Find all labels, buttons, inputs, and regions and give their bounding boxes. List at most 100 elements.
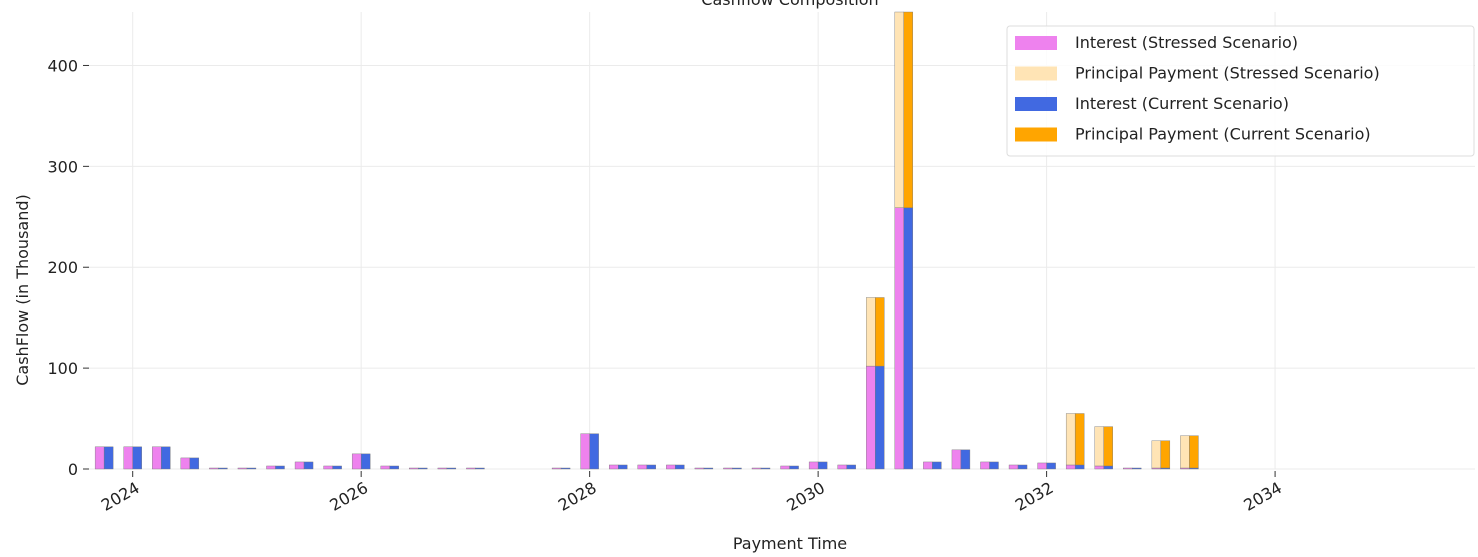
bar bbox=[551, 467, 562, 470]
bar bbox=[294, 461, 305, 470]
bar bbox=[837, 464, 847, 470]
bar bbox=[609, 464, 619, 470]
bar bbox=[189, 457, 200, 470]
bar bbox=[666, 464, 676, 470]
bar bbox=[360, 453, 371, 470]
bar bbox=[932, 461, 942, 470]
bar bbox=[960, 449, 971, 470]
y-tick-label: 200 bbox=[47, 258, 78, 277]
bar bbox=[1151, 440, 1162, 469]
bar bbox=[1103, 426, 1113, 467]
bar bbox=[894, 11, 905, 208]
chart-title: Cashflow Composition bbox=[701, 0, 878, 9]
legend-frame bbox=[1006, 25, 1475, 157]
bar bbox=[846, 464, 856, 470]
bar bbox=[780, 465, 790, 470]
bar bbox=[303, 461, 314, 470]
y-tick-label: 0 bbox=[68, 460, 78, 479]
y-tick-label: 400 bbox=[47, 56, 78, 75]
bar bbox=[409, 467, 419, 470]
bar bbox=[1017, 464, 1028, 470]
bar bbox=[152, 446, 162, 470]
bar bbox=[380, 465, 390, 470]
legend-label: Interest (Current Scenario) bbox=[1075, 94, 1289, 113]
bar bbox=[951, 449, 962, 470]
bar bbox=[132, 446, 142, 470]
bar bbox=[1008, 464, 1019, 470]
bar bbox=[980, 461, 990, 470]
legend-swatch bbox=[1015, 36, 1057, 50]
bar bbox=[266, 465, 276, 470]
bar bbox=[789, 465, 799, 470]
bar bbox=[332, 465, 342, 470]
legend: Interest (Stressed Scenario) Principal Pa… bbox=[1006, 25, 1475, 157]
bar bbox=[646, 464, 656, 470]
y-tick-label: 100 bbox=[47, 359, 78, 378]
bar bbox=[808, 461, 819, 470]
y-axis-label: CashFlow (in Thousand) bbox=[13, 194, 32, 386]
bar bbox=[903, 11, 914, 208]
bar bbox=[817, 461, 828, 470]
bar bbox=[246, 467, 257, 470]
x-tick-label: 2028 bbox=[555, 478, 600, 515]
bar bbox=[703, 467, 714, 470]
bar bbox=[923, 461, 933, 470]
bar bbox=[875, 365, 885, 470]
legend-swatch bbox=[1015, 97, 1057, 111]
bar bbox=[1189, 435, 1199, 469]
y-tick-label: 300 bbox=[47, 157, 78, 176]
bar bbox=[560, 467, 571, 470]
bar bbox=[1180, 435, 1190, 469]
bar bbox=[161, 446, 171, 470]
bar bbox=[1094, 426, 1104, 467]
bar bbox=[760, 467, 771, 470]
bar bbox=[1065, 464, 1076, 470]
bar bbox=[103, 446, 114, 470]
bar bbox=[1074, 464, 1085, 470]
bar bbox=[580, 433, 590, 470]
legend-label: Principal Payment (Current Scenario) bbox=[1075, 125, 1371, 144]
bar bbox=[903, 207, 914, 470]
bar bbox=[589, 433, 599, 470]
legend-swatch bbox=[1015, 127, 1057, 142]
bar bbox=[875, 297, 885, 367]
bar bbox=[866, 365, 876, 470]
bar bbox=[237, 467, 248, 470]
x-tick-label: 2030 bbox=[783, 478, 828, 515]
bar bbox=[180, 457, 191, 470]
bar bbox=[209, 467, 219, 470]
bar bbox=[437, 467, 448, 470]
bar bbox=[723, 467, 733, 470]
bar bbox=[866, 297, 876, 367]
bar bbox=[389, 465, 399, 470]
bar bbox=[446, 467, 457, 470]
x-tick-label: 2034 bbox=[1240, 478, 1285, 515]
bar bbox=[1037, 462, 1047, 470]
bar bbox=[323, 465, 333, 470]
bar bbox=[418, 467, 428, 470]
bar bbox=[732, 467, 742, 470]
x-axis-label: Payment Time bbox=[733, 534, 847, 553]
bar bbox=[1094, 465, 1104, 470]
bar bbox=[275, 465, 285, 470]
bar bbox=[1160, 440, 1171, 469]
legend-label: Interest (Stressed Scenario) bbox=[1075, 33, 1298, 52]
bar bbox=[637, 464, 647, 470]
bar bbox=[1132, 467, 1142, 470]
bar bbox=[894, 207, 905, 470]
bar bbox=[1074, 413, 1085, 466]
bar bbox=[475, 467, 485, 470]
x-tick-label: 2026 bbox=[326, 478, 371, 515]
bar bbox=[351, 453, 362, 470]
bar bbox=[218, 467, 228, 470]
bar bbox=[1103, 465, 1113, 470]
bar bbox=[1046, 462, 1056, 470]
bar bbox=[1065, 413, 1076, 466]
bar bbox=[618, 464, 628, 470]
bar bbox=[751, 467, 762, 470]
bar bbox=[466, 467, 476, 470]
bar bbox=[1123, 467, 1133, 470]
legend-label: Principal Payment (Stressed Scenario) bbox=[1075, 64, 1380, 83]
x-tick-label: 2024 bbox=[98, 478, 143, 515]
